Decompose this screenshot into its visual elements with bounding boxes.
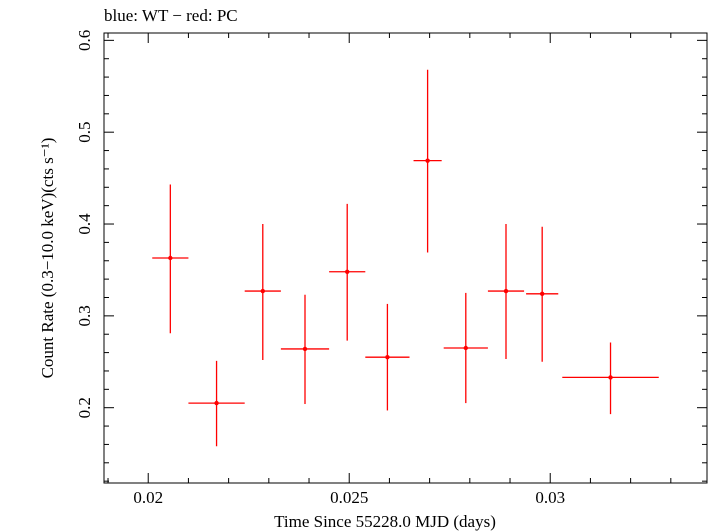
data-point <box>152 184 189 334</box>
point-marker <box>260 288 265 294</box>
point-marker <box>425 158 430 163</box>
point-marker <box>463 345 468 351</box>
y-tick-label: 0.4 <box>75 213 94 235</box>
y-axis: 0.2 0.3 0.4 0.5 0.6 <box>75 30 707 482</box>
point-marker <box>302 346 308 352</box>
x-axis: 0.02 0.025 0.03 <box>107 33 672 507</box>
point-marker <box>608 375 613 380</box>
x-tick-label: 0.02 <box>133 488 163 507</box>
point-marker <box>214 400 219 406</box>
point-marker <box>503 288 509 294</box>
data-point <box>244 224 281 360</box>
data-point <box>188 360 245 447</box>
point-marker <box>385 354 390 360</box>
data-point <box>280 294 330 405</box>
data-point <box>413 69 442 253</box>
x-axis-label: Time Since 55228.0 MJD (days) <box>274 512 496 531</box>
data-point <box>329 203 366 341</box>
plot-frame <box>103 32 708 484</box>
data-series <box>152 69 659 447</box>
x-tick-label: 0.025 <box>330 488 368 507</box>
point-marker <box>539 291 545 297</box>
x-tick-label: 0.03 <box>535 488 565 507</box>
y-tick-label: 0.2 <box>75 397 94 418</box>
y-axis-label: Count Rate (0.3−10.0 keV)(cts s⁻¹) <box>38 138 57 379</box>
y-tick-label: 0.3 <box>75 305 94 326</box>
y-tick-label: 0.5 <box>75 122 94 143</box>
data-point <box>562 342 659 415</box>
data-point <box>365 303 410 411</box>
data-point <box>487 224 525 360</box>
y-tick-label: 0.6 <box>75 30 94 51</box>
point-marker <box>168 255 173 261</box>
data-point <box>526 226 559 362</box>
point-marker <box>345 269 350 274</box>
chart-title: blue: WT − red: PC <box>104 6 238 25</box>
data-point <box>443 292 488 404</box>
